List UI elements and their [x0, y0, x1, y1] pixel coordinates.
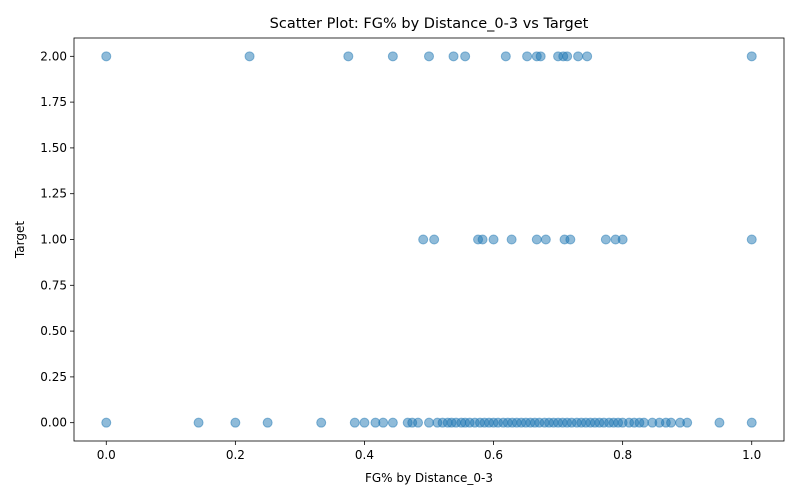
scatter-point [424, 51, 434, 62]
scatter-point [230, 417, 241, 428]
scatter-point [413, 417, 424, 428]
scatter-point [418, 234, 429, 245]
x-tick-label: 0.2 [226, 448, 245, 462]
scatter-point [573, 51, 584, 62]
x-tick-label: 0.6 [484, 448, 503, 462]
x-axis-label: FG% by Distance_0-3 [365, 471, 493, 485]
scatter-point [540, 234, 551, 245]
scatter-point [531, 234, 542, 245]
points-layer [101, 51, 757, 428]
scatter-point [638, 417, 649, 428]
scatter-point [714, 417, 725, 428]
scatter-point [343, 51, 354, 62]
y-tick-label: 2.00 [40, 49, 67, 63]
y-tick-label: 0.25 [40, 370, 67, 384]
scatter-point [488, 234, 499, 245]
y-tick-label: 1.00 [40, 233, 67, 247]
scatter-point [424, 417, 434, 428]
scatter-point [359, 417, 370, 428]
scatter-point [582, 51, 593, 62]
x-tick-label: 1.0 [742, 448, 761, 462]
scatter-point [682, 417, 693, 428]
scatter-point [448, 51, 459, 62]
y-tick-label: 1.25 [40, 187, 67, 201]
scatter-point [746, 234, 757, 245]
scatter-point [387, 51, 398, 62]
y-tick-label: 0.00 [40, 416, 67, 430]
scatter-point [101, 51, 112, 62]
scatter-point [316, 417, 327, 428]
x-tick-label: 0.8 [613, 448, 632, 462]
scatter-point [387, 417, 398, 428]
scatter-point [244, 51, 255, 62]
scatter-point [477, 234, 488, 245]
scatter-point [746, 51, 757, 62]
y-axis-label: Target [13, 221, 27, 259]
scatter-point [522, 51, 533, 62]
scatter-point [429, 234, 440, 245]
x-axis-ticks: 0.0 0.2 0.4 0.6 0.8 1.0 [97, 441, 761, 462]
scatter-point [666, 417, 677, 428]
scatter-point [460, 51, 471, 62]
y-tick-label: 1.50 [40, 141, 67, 155]
chart-title: Scatter Plot: FG% by Distance_0-3 vs Tar… [270, 16, 589, 32]
scatter-point [262, 417, 273, 428]
scatter-point [617, 234, 628, 245]
scatter-point [506, 234, 517, 245]
plot-frame [73, 37, 785, 442]
scatter-point [600, 234, 611, 245]
scatter-point [562, 51, 573, 62]
scatter-point [535, 51, 546, 62]
x-tick-label: 0.0 [97, 448, 116, 462]
y-tick-label: 0.75 [40, 278, 67, 292]
scatter-point [565, 234, 576, 245]
y-tick-label: 1.75 [40, 95, 67, 109]
x-tick-label: 0.4 [355, 448, 374, 462]
scatter-point [349, 417, 360, 428]
scatter-point [101, 417, 112, 428]
y-tick-label: 0.50 [40, 324, 67, 338]
y-axis-ticks: 0.00 0.25 0.50 0.75 1.00 1.25 1.50 1.75 2.00 [40, 49, 74, 430]
scatter-point [193, 417, 204, 428]
scatter-point [378, 417, 389, 428]
scatter-point [500, 51, 511, 62]
scatter-point [746, 417, 757, 428]
